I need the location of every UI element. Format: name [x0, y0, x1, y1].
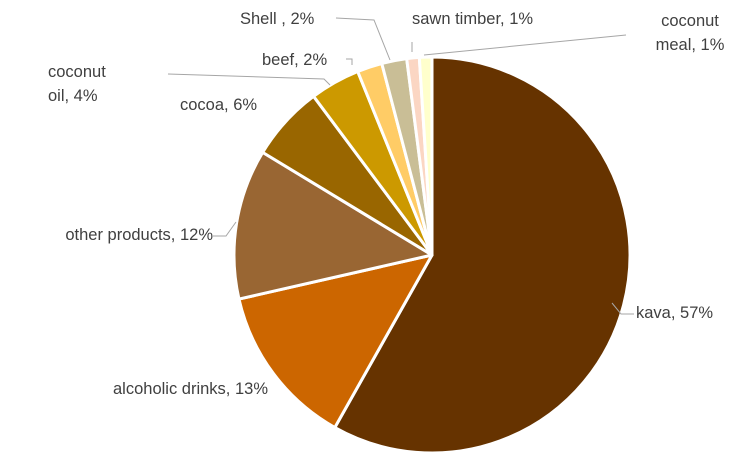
data-label-sawn-timber: sawn timber, 1%: [412, 10, 533, 28]
data-label-coconut-meal: coconut meal, 1%: [656, 12, 725, 54]
pie-slice-other-products: [232, 150, 434, 301]
data-label-kava: kava, 57%: [636, 304, 713, 322]
data-labels: kava, 57% alcoholic drinks, 13% other prod…: [48, 10, 725, 398]
leader-lines: [167, 17, 634, 315]
leader-line-kava: [611, 302, 634, 315]
data-label-shell: Shell , 2%: [240, 10, 315, 28]
leader-line-coconut-meal: [423, 34, 627, 56]
pie-slices: [232, 55, 632, 455]
data-label-other-products: other products, 12%: [65, 226, 213, 244]
data-label-beef: beef, 2%: [262, 51, 327, 69]
data-label-alcoholic-drinks: alcoholic drinks, 13%: [113, 380, 268, 398]
data-label-cocoa: cocoa, 6%: [180, 96, 257, 114]
pie-slice-coconut-meal: [417, 55, 434, 257]
leader-line-other-products: [213, 221, 237, 237]
pie-slice-alcoholic-drinks: [237, 253, 434, 430]
leader-line-shell: [335, 17, 391, 61]
data-label-coconut-oil: coconut oil, 4%: [48, 63, 106, 105]
leader-line-beef: [346, 58, 353, 65]
leader-line-coconut-oil: [167, 73, 331, 86]
